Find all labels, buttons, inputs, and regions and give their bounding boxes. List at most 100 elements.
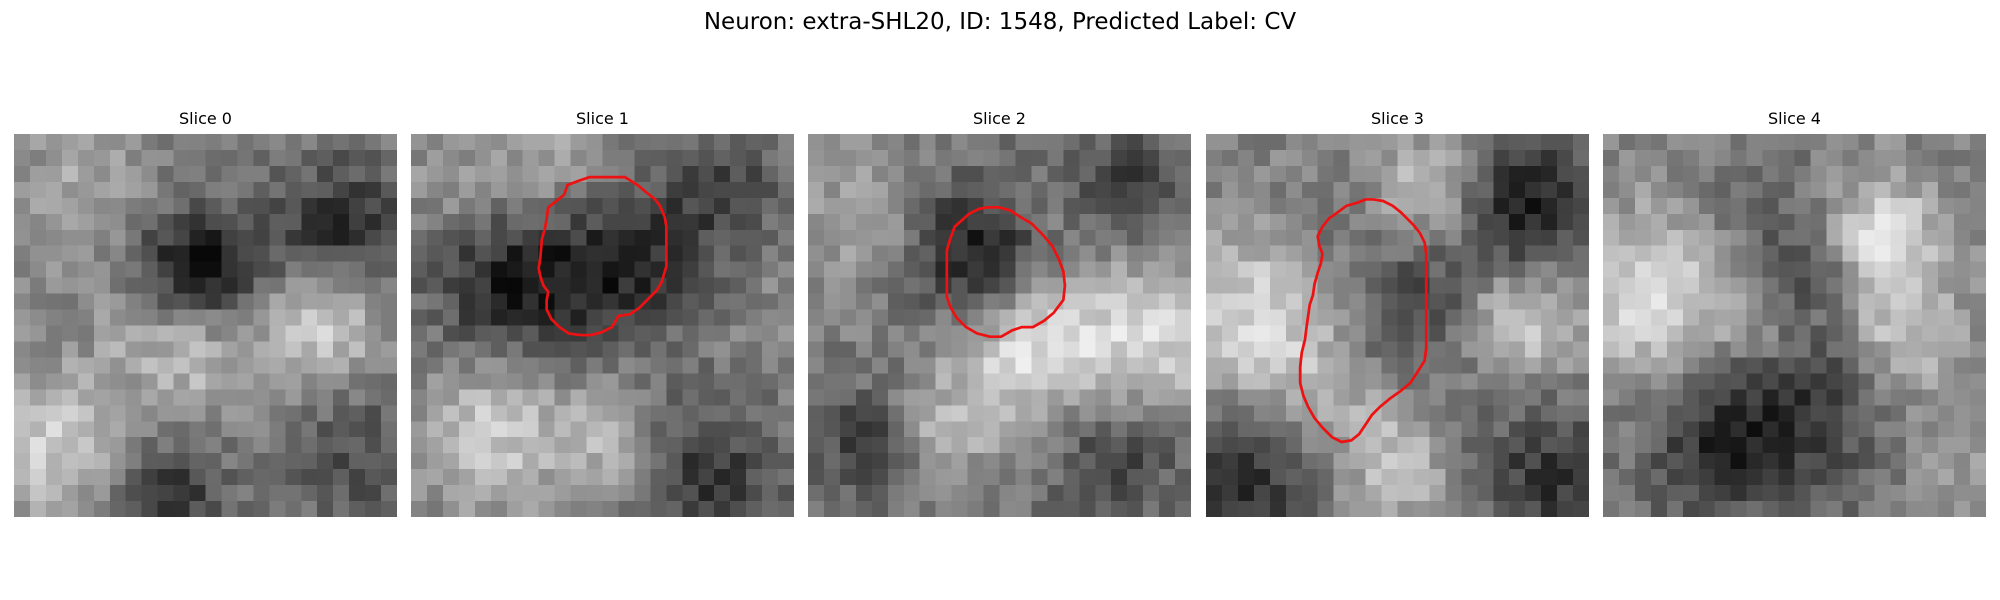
pixel-cell <box>426 405 444 422</box>
pixel-cell <box>1666 389 1684 406</box>
pixel-cell <box>1762 405 1779 422</box>
pixel-cell <box>1698 181 1716 199</box>
pixel-cell <box>1285 389 1303 406</box>
pixel-cell <box>301 469 318 486</box>
pixel-cell <box>426 309 444 326</box>
pixel-cell <box>1301 245 1319 262</box>
pixel-cell <box>1015 165 1032 183</box>
pixel-cell <box>1874 261 1891 278</box>
pixel-cell <box>458 229 476 247</box>
pixel-cell <box>999 229 1016 247</box>
pixel-cell <box>1618 149 1636 167</box>
pixel-cell <box>506 197 524 215</box>
pixel-cell <box>1509 277 1526 294</box>
pixel-cell <box>125 213 142 231</box>
pixel-cell <box>77 229 95 247</box>
pixel-cell <box>1954 437 1971 454</box>
pixel-cell <box>570 341 587 358</box>
pixel-cell <box>1762 149 1779 167</box>
pixel-cell <box>205 389 222 406</box>
pixel-cell <box>1890 261 1907 278</box>
pixel-cell <box>333 373 350 390</box>
pixel-cell <box>125 421 142 438</box>
pixel-cell <box>221 357 238 374</box>
pixel-cell <box>855 373 873 390</box>
pixel-cell <box>474 165 492 183</box>
pixel-cell <box>1906 277 1923 294</box>
pixel-cell <box>1666 325 1684 342</box>
pixel-cell <box>570 213 587 231</box>
pixel-cell <box>333 501 350 517</box>
pixel-cell <box>1381 181 1398 199</box>
pixel-cell <box>1730 245 1747 262</box>
pixel-cell <box>1063 293 1080 310</box>
pixel-cell <box>1557 293 1574 310</box>
pixel-cell <box>1095 373 1112 390</box>
pixel-cell <box>1842 485 1859 502</box>
pixel-cell <box>1842 405 1859 422</box>
pixel-cell <box>1525 197 1542 215</box>
pixel-cell <box>1221 149 1239 167</box>
pixel-cell <box>714 197 731 215</box>
pixel-cell <box>1890 405 1907 422</box>
pixel-cell <box>666 405 683 422</box>
pixel-cell <box>301 181 318 199</box>
pixel-cell <box>538 197 555 215</box>
pixel-cell <box>1682 229 1700 247</box>
pixel-cell <box>698 213 715 231</box>
pixel-cell <box>1063 277 1080 294</box>
pixel-cell <box>666 293 683 310</box>
pixel-cell <box>442 245 460 262</box>
pixel-cell <box>522 357 539 374</box>
pixel-cell <box>1714 357 1731 374</box>
pixel-cell <box>823 437 841 454</box>
pixel-cell <box>1285 293 1303 310</box>
pixel-cell <box>570 149 587 167</box>
pixel-cell <box>442 181 460 199</box>
pixel-cell <box>919 453 936 470</box>
pixel-cell <box>1826 277 1843 294</box>
pixel-cell <box>1525 469 1542 486</box>
pixel-cell <box>1301 437 1319 454</box>
pixel-cell <box>506 134 524 151</box>
pixel-cell <box>442 437 460 454</box>
pixel-cell <box>1922 485 1939 502</box>
pixel-cell <box>1603 293 1620 310</box>
pixel-cell <box>458 485 476 502</box>
pixel-cell <box>1285 134 1303 151</box>
pixel-cell <box>1493 469 1510 486</box>
pixel-cell <box>1557 389 1574 406</box>
pixel-cell <box>301 453 318 470</box>
pixel-cell <box>1461 501 1478 517</box>
pixel-cell <box>411 325 428 342</box>
pixel-cell <box>490 389 508 406</box>
pixel-cell <box>1317 485 1334 502</box>
pixel-cell <box>285 501 302 517</box>
pixel-cell <box>666 501 683 517</box>
pixel-cell <box>1397 149 1414 167</box>
pixel-cell <box>1650 389 1668 406</box>
pixel-cell <box>173 229 190 247</box>
pixel-cell <box>381 501 397 517</box>
pixel-cell <box>1445 421 1462 438</box>
pixel-cell <box>45 261 63 278</box>
pixel-cell <box>602 405 619 422</box>
pixel-cell <box>666 389 683 406</box>
pixel-cell <box>1015 197 1032 215</box>
pixel-cell <box>538 341 555 358</box>
pixel-cell <box>221 261 238 278</box>
pixel-cell <box>474 501 492 517</box>
pixel-cell <box>349 309 366 326</box>
pixel-cell <box>1874 293 1891 310</box>
pixel-cell <box>1269 134 1287 151</box>
pixel-cell <box>77 261 95 278</box>
pixel-cell <box>1698 261 1716 278</box>
pixel-cell <box>301 149 318 167</box>
pixel-cell <box>1682 165 1700 183</box>
pixel-cell <box>61 501 79 517</box>
pixel-cell <box>762 261 779 278</box>
pixel-cell <box>349 405 366 422</box>
pixel-cell <box>1938 485 1955 502</box>
pixel-cell <box>45 341 63 358</box>
pixel-cell <box>1525 165 1542 183</box>
